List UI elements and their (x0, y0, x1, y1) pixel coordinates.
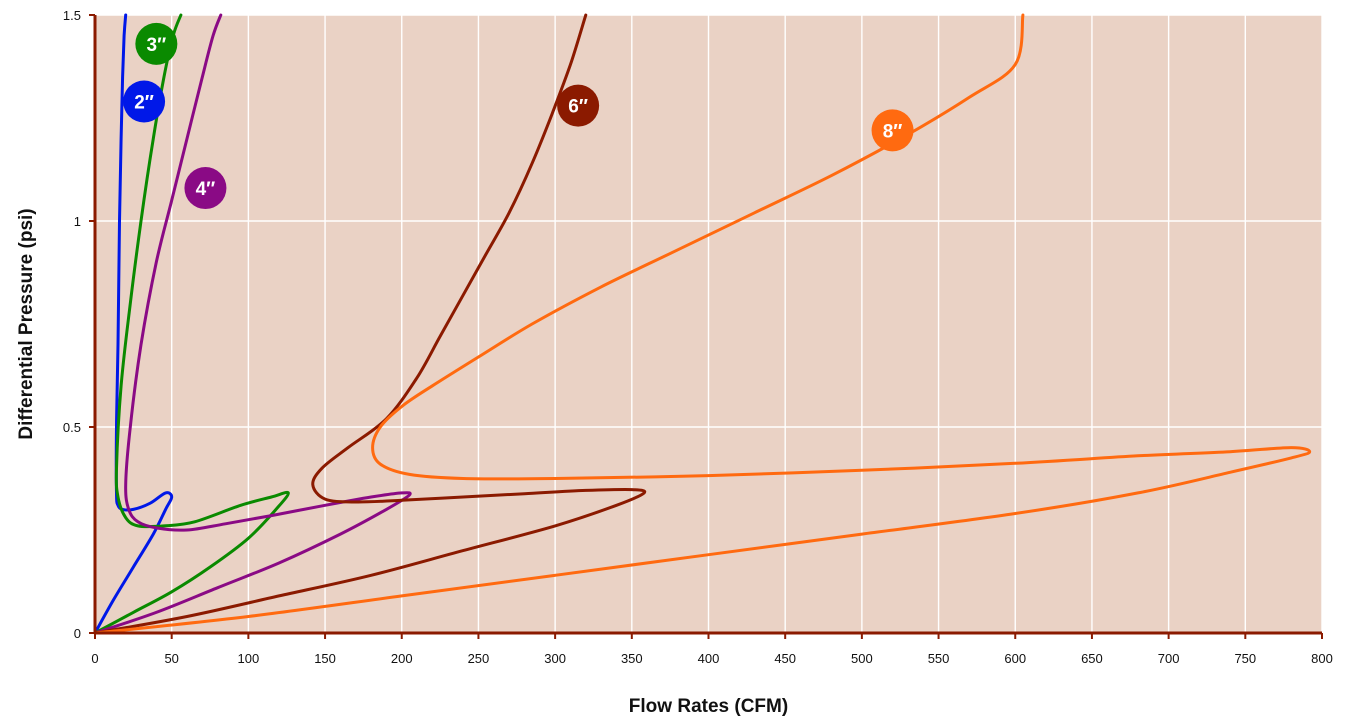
x-tick-label: 450 (774, 651, 796, 666)
series-label-text: 6″ (568, 97, 588, 118)
x-tick-label: 750 (1234, 651, 1256, 666)
series-line (93, 13, 412, 635)
series-label-badge: 3″ (135, 22, 178, 65)
x-tick-label: 650 (1081, 651, 1103, 666)
x-tick-label: 550 (928, 651, 950, 666)
x-tick-label: 0 (91, 651, 98, 666)
series-line (93, 13, 1312, 635)
y-tick-label: 1.5 (63, 8, 81, 23)
series-label-circle (184, 167, 227, 210)
x-axis-title: Flow Rates (CFM) (629, 696, 788, 717)
series-line (93, 13, 647, 635)
series-label-circle (557, 84, 600, 127)
series-line (93, 13, 290, 635)
series-label-text: 2″ (134, 93, 154, 114)
x-tick-label: 700 (1158, 651, 1180, 666)
x-tick-label: 200 (391, 651, 413, 666)
y-axis-title: Differential Pressure (psi) (16, 208, 37, 439)
x-tick-label: 350 (621, 651, 643, 666)
y-tick-label: 0 (74, 626, 81, 641)
series-label-badge: 8″ (871, 109, 914, 152)
x-tick-label: 600 (1004, 651, 1026, 666)
series-labels: 2″ 3″ 4″ 6″ 8″ (123, 22, 914, 210)
series-label-text: 8″ (883, 121, 903, 142)
series-label-circle (135, 22, 178, 65)
x-tick-label: 250 (468, 651, 490, 666)
y-tick-label: 1 (74, 214, 81, 229)
series-lines (93, 13, 1312, 635)
series-label-text: 3″ (147, 35, 167, 56)
series-label-badge: 4″ (184, 167, 227, 210)
x-tick-label: 100 (238, 651, 260, 666)
y-axis-ticks: 0 0.5 1 1.5 (63, 8, 95, 641)
grid-lines (95, 14, 1323, 633)
series-label-badge: 6″ (557, 84, 600, 127)
series-label-circle (871, 109, 914, 152)
x-tick-label: 500 (851, 651, 873, 666)
series-label-circle (123, 80, 166, 123)
x-axis-ticks: 0 50 100 150 200 250 300 350 400 450 500 550 600 650 7… (91, 633, 1333, 666)
x-tick-label: 300 (544, 651, 566, 666)
series-label-badge: 2″ (123, 80, 166, 123)
x-tick-label: 50 (164, 651, 178, 666)
x-tick-label: 800 (1311, 651, 1333, 666)
x-tick-label: 400 (698, 651, 720, 666)
x-tick-label: 150 (314, 651, 336, 666)
y-tick-label: 0.5 (63, 420, 81, 435)
series-label-text: 4″ (196, 179, 216, 200)
